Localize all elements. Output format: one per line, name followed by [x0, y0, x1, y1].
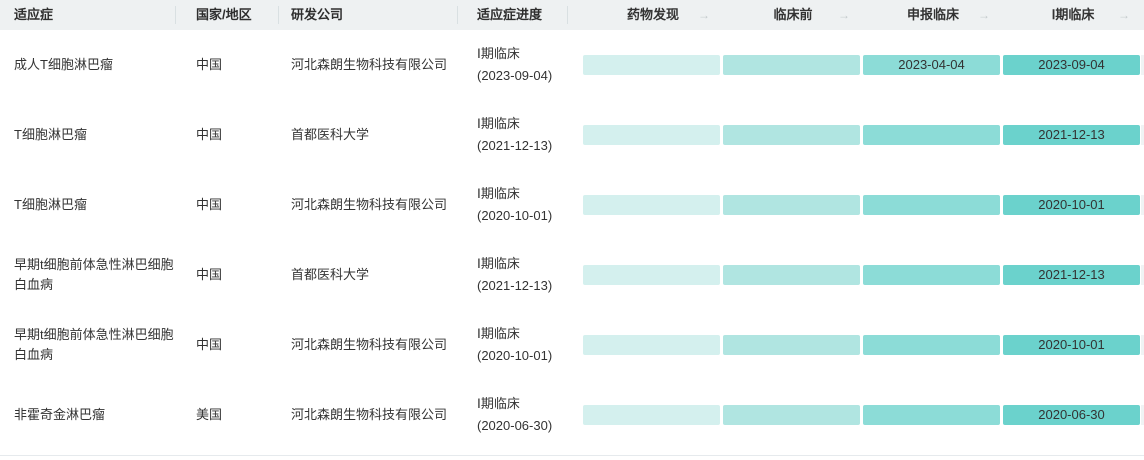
arrow-right-icon: → — [698, 8, 710, 22]
stage-bar-phase1[interactable]: 2020-10-01 — [1003, 335, 1140, 355]
table-header: 适应症 国家/地区 研发公司 适应症进度 药物发现 → 临床前 → 申报临床 →… — [0, 0, 1144, 30]
progress-cell: Ⅰ期临床 (2023-09-04) — [477, 43, 583, 87]
stage-header-drug-discovery: 药物发现 → — [583, 0, 723, 30]
stage-bar-ind-filing[interactable] — [863, 405, 1000, 425]
progress-date: (2020-10-01) — [477, 208, 553, 223]
stage-header-label: 临床前 — [773, 7, 813, 22]
stage-bar-phase1[interactable]: 2020-10-01 — [1003, 195, 1140, 215]
stage-bar-ind-filing[interactable] — [863, 335, 1000, 355]
stage-header-label: 申报临床 — [906, 7, 959, 22]
progress-date: (2020-10-01) — [477, 348, 553, 363]
next-stage-cutoff — [1141, 125, 1144, 145]
stage-bar-phase1[interactable]: 2021-12-13 — [1003, 125, 1140, 145]
stage-header-preclinical: 临床前 → — [723, 0, 863, 30]
stage-bar-preclinical[interactable] — [723, 405, 860, 425]
progress-cell: Ⅰ期临床 (2021-12-13) — [477, 253, 583, 297]
company-cell: 首都医科大学 — [291, 127, 370, 142]
progress-phase: Ⅰ期临床 — [477, 46, 520, 61]
progress-phase: Ⅰ期临床 — [477, 256, 520, 271]
company-cell: 河北森朗生物科技有限公司 — [291, 57, 448, 72]
stage-bar-phase1[interactable]: 2020-06-30 — [1003, 405, 1140, 425]
stage-bar-drug-discovery[interactable] — [583, 55, 720, 75]
stage-header-phase1: Ⅰ期临床 → — [1003, 0, 1143, 30]
stage-bar-phase1[interactable]: 2023-09-04 — [1003, 55, 1140, 75]
company-cell: 河北森朗生物科技有限公司 — [291, 197, 448, 212]
indication-cell: T细胞淋巴瘤 — [14, 197, 87, 212]
header-divider — [278, 6, 279, 24]
stage-bar-preclinical[interactable] — [723, 55, 860, 75]
arrow-right-icon: → — [1118, 8, 1130, 22]
column-header-country: 国家/地区 — [196, 7, 252, 22]
country-cell: 美国 — [196, 407, 223, 422]
progress-phase: Ⅰ期临床 — [477, 396, 520, 411]
table-row[interactable]: 非霍奇金淋巴瘤 美国 河北森朗生物科技有限公司 Ⅰ期临床 (2020-06-30… — [0, 380, 1144, 450]
stage-bar-drug-discovery[interactable] — [583, 265, 720, 285]
table-body: 成人T细胞淋巴瘤 中国 河北森朗生物科技有限公司 Ⅰ期临床 (2023-09-0… — [0, 30, 1144, 450]
company-cell: 河北森朗生物科技有限公司 — [291, 337, 448, 352]
arrow-right-icon: → — [838, 8, 850, 22]
progress-phase: Ⅰ期临床 — [477, 326, 520, 341]
indication-cell: T细胞淋巴瘤 — [14, 127, 87, 142]
progress-phase: Ⅰ期临床 — [477, 186, 520, 201]
stage-bar-preclinical[interactable] — [723, 125, 860, 145]
country-cell: 中国 — [196, 267, 223, 282]
stage-bar-preclinical[interactable] — [723, 195, 860, 215]
progress-date: (2021-12-13) — [477, 138, 553, 153]
header-divider — [175, 6, 176, 24]
stage-bar-drug-discovery[interactable] — [583, 195, 720, 215]
stage-header-label: 药物发现 — [626, 7, 679, 22]
header-divider — [457, 6, 458, 24]
stage-bar-preclinical[interactable] — [723, 265, 860, 285]
progress-cell: Ⅰ期临床 (2021-12-13) — [477, 113, 583, 157]
stage-bar-phase1[interactable]: 2021-12-13 — [1003, 265, 1140, 285]
progress-cell: Ⅰ期临床 (2020-06-30) — [477, 393, 583, 437]
table-row[interactable]: T细胞淋巴瘤 中国 首都医科大学 Ⅰ期临床 (2021-12-13) 2021-… — [0, 100, 1144, 170]
table-row[interactable]: 成人T细胞淋巴瘤 中国 河北森朗生物科技有限公司 Ⅰ期临床 (2023-09-0… — [0, 30, 1144, 100]
indication-cell: 成人T细胞淋巴瘤 — [14, 57, 113, 72]
arrow-right-icon: → — [978, 8, 990, 22]
indication-cell: 早期t细胞前体急性淋巴细胞白血病 — [14, 257, 174, 292]
indication-cell: 早期t细胞前体急性淋巴细胞白血病 — [14, 327, 174, 362]
column-header-indication: 适应症 — [14, 7, 54, 22]
next-stage-cutoff — [1141, 265, 1144, 285]
country-cell: 中国 — [196, 197, 223, 212]
stage-header-ind-filing: 申报临床 → — [863, 0, 1003, 30]
stage-bar-ind-filing[interactable] — [863, 265, 1000, 285]
stage-bar-drug-discovery[interactable] — [583, 125, 720, 145]
company-cell: 首都医科大学 — [291, 267, 370, 282]
progress-date: (2023-09-04) — [477, 68, 553, 83]
table-bottom-border — [0, 455, 1144, 456]
column-header-progress: 适应症进度 — [477, 7, 543, 22]
progress-cell: Ⅰ期临床 (2020-10-01) — [477, 183, 583, 227]
indication-cell: 非霍奇金淋巴瘤 — [14, 407, 106, 422]
table-row[interactable]: 早期t细胞前体急性淋巴细胞白血病 中国 河北森朗生物科技有限公司 Ⅰ期临床 (2… — [0, 310, 1144, 380]
table-row[interactable]: 早期t细胞前体急性淋巴细胞白血病 中国 首都医科大学 Ⅰ期临床 (2021-12… — [0, 240, 1144, 310]
country-cell: 中国 — [196, 337, 223, 352]
stage-header-label: Ⅰ期临床 — [1051, 7, 1095, 22]
progress-cell: Ⅰ期临床 (2020-10-01) — [477, 323, 583, 367]
next-stage-cutoff — [1141, 55, 1144, 75]
header-divider — [567, 6, 568, 24]
next-stage-cutoff — [1141, 195, 1144, 215]
next-stage-cutoff — [1141, 335, 1144, 355]
progress-phase: Ⅰ期临床 — [477, 116, 520, 131]
stage-bar-drug-discovery[interactable] — [583, 335, 720, 355]
column-header-company: 研发公司 — [291, 7, 344, 22]
stage-bar-ind-filing[interactable]: 2023-04-04 — [863, 55, 1000, 75]
next-stage-cutoff — [1141, 405, 1144, 425]
table-row[interactable]: T细胞淋巴瘤 中国 河北森朗生物科技有限公司 Ⅰ期临床 (2020-10-01)… — [0, 170, 1144, 240]
stage-bar-drug-discovery[interactable] — [583, 405, 720, 425]
company-cell: 河北森朗生物科技有限公司 — [291, 407, 448, 422]
progress-date: (2021-12-13) — [477, 278, 553, 293]
stage-bar-ind-filing[interactable] — [863, 195, 1000, 215]
progress-date: (2020-06-30) — [477, 418, 553, 433]
country-cell: 中国 — [196, 57, 223, 72]
stage-bar-ind-filing[interactable] — [863, 125, 1000, 145]
country-cell: 中国 — [196, 127, 223, 142]
stage-bar-preclinical[interactable] — [723, 335, 860, 355]
